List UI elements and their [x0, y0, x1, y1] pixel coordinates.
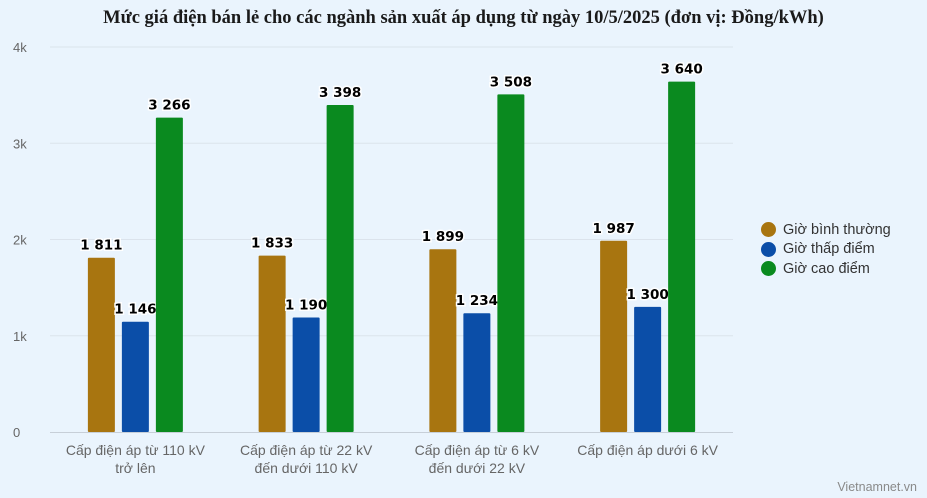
- bar: [258, 255, 286, 432]
- bar: [634, 306, 662, 432]
- legend-item-peak[interactable]: Giờ cao điểm: [761, 259, 891, 279]
- data-label: 3 640: [660, 62, 702, 78]
- bar: [292, 317, 320, 432]
- bar: [497, 94, 525, 432]
- x-tick-label: đến dưới 110 kV: [255, 460, 359, 476]
- x-tick-label: Cấp điện áp từ 6 kV: [415, 442, 540, 458]
- source-credit[interactable]: Vietnamnet.vn: [837, 480, 917, 494]
- bar: [155, 117, 183, 433]
- bar: [429, 249, 457, 432]
- legend-label-peak: Giờ cao điểm: [783, 260, 870, 277]
- data-label: 3 508: [490, 74, 532, 90]
- data-label: 1 300: [626, 287, 668, 303]
- y-tick-label: 0: [13, 425, 20, 440]
- legend-swatch-offpeak: [761, 241, 776, 257]
- y-tick-label: 1k: [13, 329, 27, 344]
- bar: [326, 104, 354, 432]
- x-tick-label: đến dưới 22 kV: [429, 460, 526, 476]
- data-label: 1 987: [592, 221, 634, 237]
- legend-label-normal: Giờ bình thường: [783, 221, 891, 238]
- x-tick-label: Cấp điện áp từ 110 kV: [66, 442, 206, 458]
- y-tick-label: 3k: [13, 136, 27, 151]
- x-tick-label: Cấp điện áp từ 22 kV: [240, 442, 373, 458]
- bar: [600, 240, 628, 432]
- data-label: 1 234: [456, 293, 498, 309]
- x-tick-label: Cấp điện áp dưới 6 kV: [577, 442, 718, 458]
- data-label: 1 146: [114, 302, 156, 318]
- data-label: 1 833: [251, 236, 293, 252]
- legend-swatch-normal: [761, 222, 776, 238]
- data-label: 3 398: [319, 85, 361, 101]
- bar: [668, 81, 696, 433]
- legend-item-offpeak[interactable]: Giờ thấp điểm: [761, 240, 891, 260]
- data-label: 1 190: [285, 297, 327, 313]
- chart-title: Mức giá điện bán lẻ cho các ngành sản xu…: [103, 8, 824, 28]
- y-tick-label: 2k: [13, 233, 27, 248]
- y-tick-label: 4k: [13, 40, 27, 55]
- bar: [121, 321, 149, 432]
- legend-label-offpeak: Giờ thấp điểm: [783, 241, 875, 258]
- x-tick-label: trở lên: [115, 460, 155, 476]
- bar: [87, 257, 115, 432]
- legend-item-normal[interactable]: Giờ bình thường: [761, 220, 891, 240]
- legend-swatch-peak: [761, 261, 776, 277]
- data-label: 1 899: [422, 229, 464, 245]
- data-label: 3 266: [148, 98, 190, 114]
- bar: [463, 313, 491, 432]
- data-label: 1 811: [80, 238, 122, 254]
- legend: Giờ bình thường Giờ thấp điểm Giờ cao đi…: [761, 220, 891, 279]
